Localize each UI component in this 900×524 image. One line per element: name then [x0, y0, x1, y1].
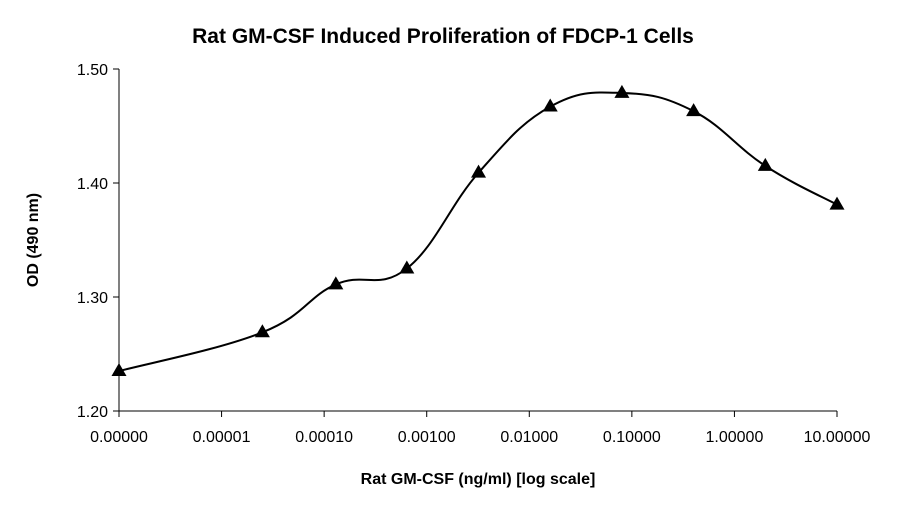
y-tick-label: 1.20: [77, 404, 108, 421]
data-point: [614, 84, 630, 98]
data-point: [829, 196, 845, 210]
x-tick-label: 1.00000: [706, 429, 764, 446]
axes: [113, 68, 838, 417]
x-tick-label: 0.10000: [603, 429, 661, 446]
chart-title: Rat GM-CSF Induced Proliferation of FDCP…: [192, 25, 694, 48]
y-tick-label: 1.30: [77, 290, 108, 307]
x-tick-label: 0.01000: [500, 429, 558, 446]
data-point: [542, 98, 558, 112]
x-tick-label: 0.00001: [193, 429, 251, 446]
data-point: [471, 164, 487, 178]
data-point: [399, 260, 415, 274]
x-axis-label: Rat GM-CSF (ng/ml) [log scale]: [361, 471, 596, 488]
y-tick-label: 1.50: [77, 62, 108, 79]
data-point: [757, 157, 773, 171]
data-point: [111, 363, 127, 377]
y-tick-label: 1.40: [77, 176, 108, 193]
x-tick-label: 10.00000: [804, 429, 871, 446]
x-tick-label: 0.00010: [295, 429, 353, 446]
x-tick-labels: 0.00000 0.00001 0.00010 0.00100 0.01000 0.100…: [90, 429, 870, 446]
data-point: [328, 276, 344, 290]
x-tick-label: 0.00000: [90, 429, 148, 446]
y-tick-labels: 1.20 1.30 1.40 1.50: [77, 62, 108, 421]
data-point: [254, 324, 270, 338]
y-axis-label: OD (490 nm): [25, 193, 42, 287]
series-line: [118, 91, 838, 373]
x-tick-label: 0.00100: [398, 429, 456, 446]
data-point: [686, 103, 702, 117]
data-markers: [111, 84, 845, 377]
